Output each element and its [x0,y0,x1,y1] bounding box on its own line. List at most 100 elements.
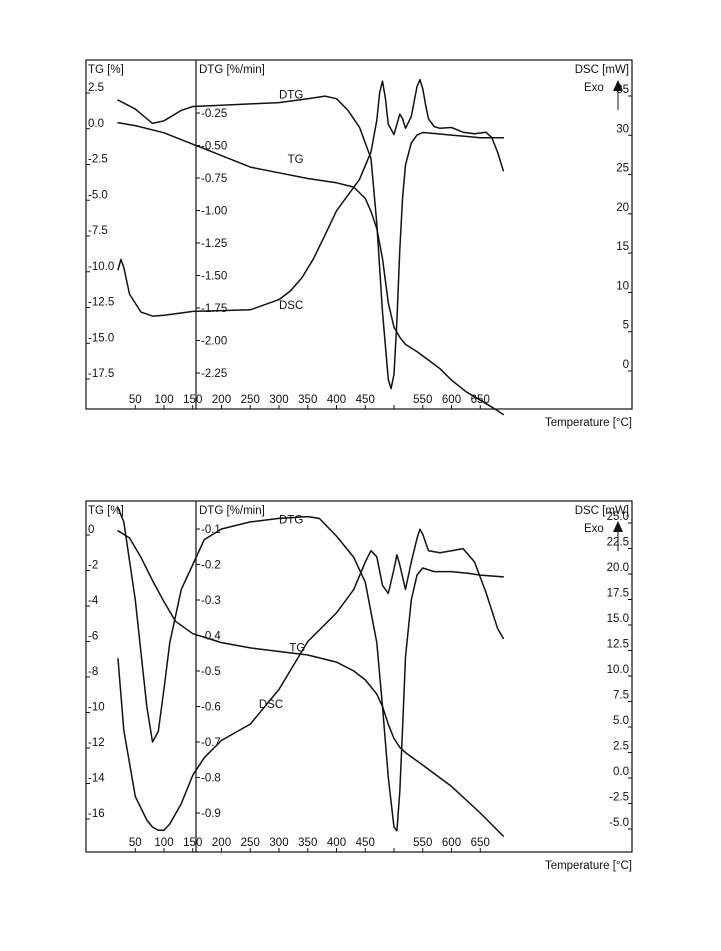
dtg-tick-label: -0.6 [201,702,221,714]
plot-frame [85,59,633,410]
tg-tick-label: -7.5 [88,225,108,237]
dtg-tick-label: -0.1 [201,524,221,536]
dsc-tick-label: 0.0 [613,766,629,778]
x-tick-label: 350 [298,394,317,406]
x-axis-title: Temperature [°C] [545,860,632,872]
dsc-tick-label: 17.5 [607,588,629,600]
x-tick-label: 400 [327,837,346,849]
dtg-tick-label: -1.50 [201,271,227,283]
x-tick-label: 100 [154,394,173,406]
tg-tick-label: -2 [88,560,98,572]
dsc-tick-label: 20.0 [607,562,629,574]
x-tick-label: 600 [442,394,461,406]
series-dtg-line [117,506,505,832]
x-tick-label: 650 [471,837,490,849]
tg-tick-label: -4 [88,595,99,607]
x-tick-label: 250 [241,394,260,406]
tg-tick-label: -5.0 [88,189,108,201]
x-tick-label: 350 [298,837,317,849]
dsc-tick-label: 20 [616,202,629,214]
x-tick-label: 250 [241,837,260,849]
dtg-tick-label: -1.00 [201,206,227,218]
plot-frame [85,500,633,853]
dtg-tick-label: -2.00 [201,336,227,348]
exo-arrow-icon [613,521,623,532]
x-tick-label: 200 [212,394,231,406]
series-dsc-line [117,528,505,831]
tg-tick-label: -14 [88,773,105,785]
dsc-tick-label: 15 [616,241,629,253]
x-tick-label: 150 [183,837,202,849]
tg-tick-label: -10.0 [88,261,114,273]
x-tick-label: 50 [129,837,142,849]
dsc-tick-label: 12.5 [607,639,629,651]
dtg-tick-label: -0.2 [201,560,221,572]
dtg-tick-label: -0.25 [201,108,227,120]
x-tick-label: 600 [442,837,461,849]
dtg-tick-label: -1.25 [201,238,227,250]
dsc-tick-label: 5.0 [613,715,629,727]
x-tick-label: 150 [183,394,202,406]
tg-tick-label: 0 [88,524,94,536]
series-dsc-label: DSC [279,300,303,312]
dsc-tick-label: 2.5 [613,741,629,753]
tg-tick-label: -15.0 [88,332,114,344]
dsc-tick-label: 30 [616,123,629,135]
dtg-tick-label: -0.8 [201,773,221,785]
dsc-tick-label: 10.0 [607,664,629,676]
series-tg-label: TG [288,154,304,166]
x-tick-label: 450 [356,394,375,406]
dsc-tick-label: 22.5 [607,537,629,549]
x-tick-label: 200 [212,837,231,849]
x-tick-label: 300 [269,394,288,406]
series-dtg-label: DTG [279,515,303,527]
dtg-tick-label: -2.25 [201,368,227,380]
series-dsc-line [117,78,505,317]
dsc-tick-label: 10 [616,280,629,292]
tg-tick-label: -17.5 [88,368,114,380]
x-tick-label: 100 [154,837,173,849]
tg-tick-label: -12.5 [88,297,114,309]
exo-label: Exo [584,523,604,535]
dsc-tick-label: 0 [623,359,629,371]
series-dsc-label: DSC [259,699,283,711]
dtg-tick-label: -0.7 [201,737,221,749]
exo-label: Exo [584,82,604,94]
dtg-axis-title: DTG [%/min] [199,505,265,517]
chart-panel-1: TG [%] DTG [%/min] DSC [mW] Exo 2.5 0.0 -2.5 -5… [85,59,633,429]
x-tick-label: 450 [356,837,375,849]
tg-tick-label: -2.5 [88,154,108,166]
tg-tick-label: -8 [88,666,98,678]
x-tick-label: 550 [413,837,432,849]
dtg-tick-label: -1.75 [201,303,227,315]
dtg-axis-title: DTG [%/min] [199,64,265,76]
x-axis-title: Temperature [°C] [545,417,632,429]
x-tick-label: 550 [413,394,432,406]
dsc-tick-label: -5.0 [609,817,629,829]
x-tick-label: 50 [129,394,142,406]
dsc-tick-label: 7.5 [613,690,629,702]
dsc-tick-label: 25 [616,163,629,175]
tg-tick-label: -16 [88,808,105,820]
tg-tick-label: -6 [88,631,98,643]
tg-tick-label: -10 [88,702,105,714]
exo-arrow-icon [613,80,623,91]
dtg-tick-label: -0.3 [201,595,221,607]
tg-tick-label: 2.5 [88,82,104,94]
dsc-tick-label: 25.0 [607,511,629,523]
dsc-tick-label: -2.5 [609,792,629,804]
tg-tick-label: 0.0 [88,118,104,130]
dsc-tick-label: 5 [623,320,629,332]
dtg-tick-label: -0.4 [201,631,221,643]
tg-tick-label: -12 [88,737,105,749]
x-tick-label: 300 [269,837,288,849]
tg-axis-title: TG [%] [88,505,124,517]
series-tg-line [117,122,505,416]
series-tg-line [117,530,505,837]
dsc-axis-title: DSC [mW] [575,505,629,517]
dtg-tick-label: -0.50 [201,141,227,153]
dtg-tick-label: -0.9 [201,808,221,820]
tg-axis-title: TG [%] [88,64,124,76]
dtg-tick-label: -0.75 [201,173,227,185]
